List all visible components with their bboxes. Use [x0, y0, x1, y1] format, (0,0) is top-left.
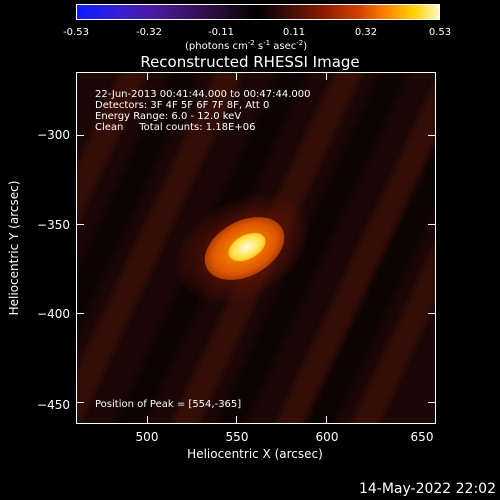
- unit-sup: -1: [263, 39, 271, 47]
- unit-sup: -2: [247, 39, 255, 47]
- colorbar-tick: -0.32: [136, 27, 162, 38]
- info-detectors: Detectors: 3F 4F 5F 6F 7F 8F, Att 0: [95, 100, 270, 111]
- y-tick-mark: [76, 313, 84, 314]
- x-tick-mark: [236, 416, 237, 424]
- info-time-range: 22-Jun-2013 00:41:44.000 to 00:47:44.000: [95, 89, 311, 100]
- colorbar: [76, 4, 440, 20]
- y-tick-label: −450: [37, 398, 70, 412]
- render-timestamp: 14-May-2022 22:02: [358, 481, 496, 497]
- x-tick-label: 550: [225, 430, 249, 444]
- y-tick-label: −350: [37, 218, 70, 232]
- colorbar-tick: 0.53: [428, 27, 452, 38]
- info-peak-position: Position of Peak = [554,-365]: [95, 399, 242, 410]
- unit-text: asec: [270, 41, 297, 52]
- rhessi-image: 22-Jun-2013 00:41:44.000 to 00:47:44.000…: [76, 72, 436, 424]
- unit-text: (photons cm: [185, 41, 248, 52]
- x-tick-label: 650: [410, 430, 434, 444]
- y-axis-label: Heliocentric Y (arcsec): [7, 180, 21, 316]
- colorbar-tick: -0.53: [63, 27, 89, 38]
- info-total-counts: Clean Total counts: 1.18E+06: [95, 122, 256, 133]
- y-tick-mark: [428, 135, 436, 136]
- colorbar-tick: -0.11: [208, 27, 234, 38]
- y-tick-mark: [428, 313, 436, 314]
- y-tick-mark: [76, 224, 84, 225]
- x-tick-mark: [147, 72, 148, 80]
- y-tick-mark: [428, 402, 436, 403]
- y-tick-label: −400: [37, 307, 70, 321]
- colorbar-tick: 0.32: [354, 27, 378, 38]
- unit-sup: -2: [296, 39, 304, 47]
- colorbar-tick: 0.11: [282, 27, 306, 38]
- x-tick-mark: [326, 416, 327, 424]
- x-axis-label: Heliocentric X (arcsec): [187, 447, 323, 461]
- y-tick-mark: [76, 402, 84, 403]
- info-energy-range: Energy Range: 6.0 - 12.0 keV: [95, 111, 242, 122]
- x-tick-mark: [326, 72, 327, 80]
- image-title: Reconstructed RHESSI Image: [140, 53, 360, 71]
- x-tick-mark: [236, 72, 237, 80]
- y-tick-label: −300: [37, 128, 70, 142]
- y-tick-mark: [76, 135, 84, 136]
- x-tick-mark: [147, 416, 148, 424]
- y-tick-mark: [428, 224, 436, 225]
- colorbar-unit: (photons cm-2 s-1 asec-2): [185, 39, 307, 52]
- x-tick-label: 600: [315, 430, 339, 444]
- unit-text: s: [254, 41, 264, 52]
- x-tick-label: 500: [135, 430, 159, 444]
- unit-text: ): [303, 41, 308, 52]
